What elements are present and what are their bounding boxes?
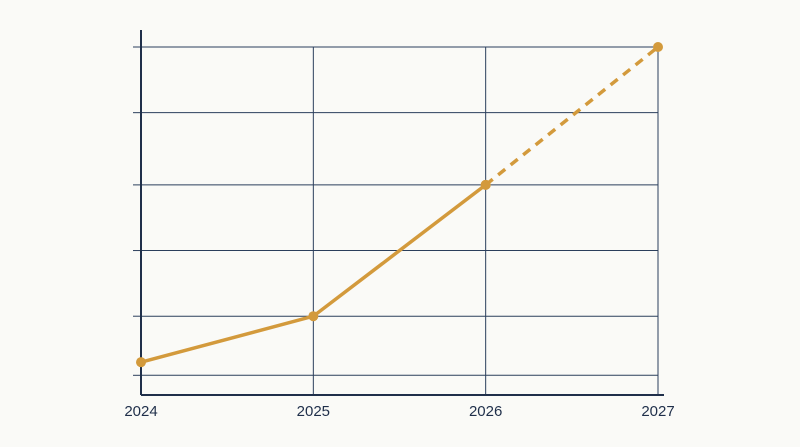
data-point [653, 42, 663, 52]
data-point [136, 357, 146, 368]
x-tick-label: 2025 [297, 403, 330, 420]
x-tick-label: 2024 [124, 403, 157, 420]
x-tick-label: 2027 [641, 403, 674, 420]
data-point [480, 179, 491, 190]
series-line [484, 45, 660, 187]
data-point [308, 311, 319, 322]
x-tick-label: 2026 [469, 403, 502, 420]
